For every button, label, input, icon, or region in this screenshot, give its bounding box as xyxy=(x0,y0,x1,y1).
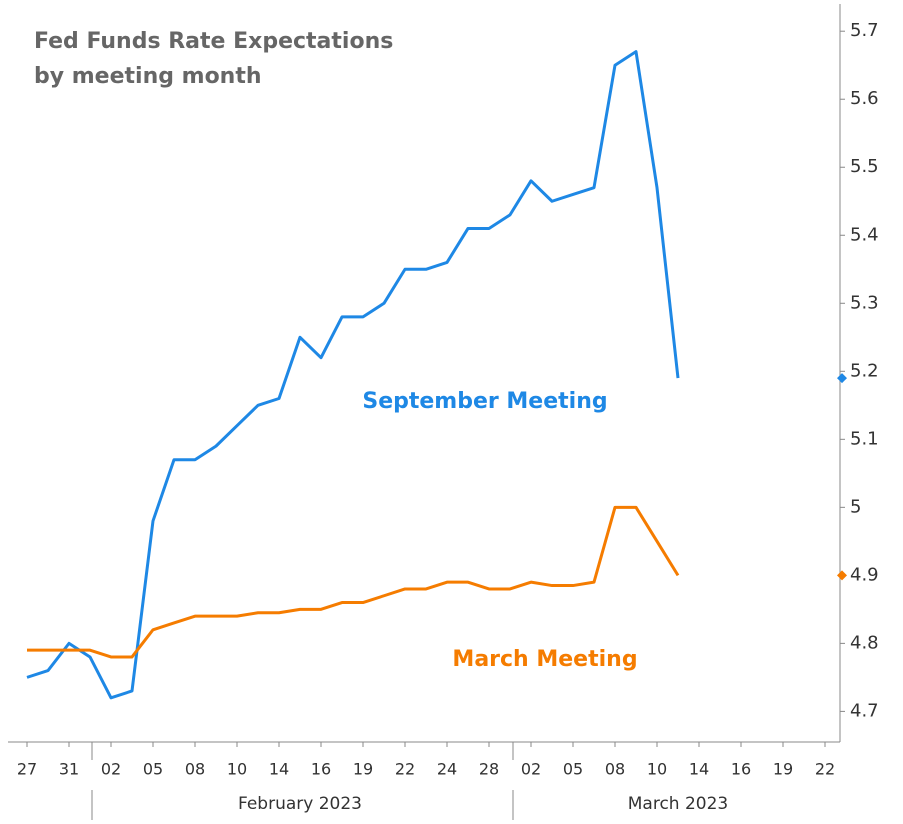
x-tick-label: 05 xyxy=(143,760,163,779)
month-label: February 2023 xyxy=(238,794,362,814)
x-tick-label: 10 xyxy=(227,760,247,779)
y-tick-label: 4.8 xyxy=(850,632,879,653)
x-tick-label: 10 xyxy=(647,760,667,779)
last-value-marker xyxy=(837,373,847,384)
chart-subtitle: by meeting month xyxy=(34,64,262,89)
chart-title: Fed Funds Rate Expectations xyxy=(34,29,393,54)
y-tick-label: 5.7 xyxy=(850,20,879,41)
x-tick-label: 08 xyxy=(185,760,205,779)
annotation: September Meeting xyxy=(362,389,607,414)
y-tick-label: 5.3 xyxy=(850,292,879,313)
x-tick-label: 22 xyxy=(395,760,415,779)
x-tick-label: 24 xyxy=(437,760,457,779)
x-tick-label: 02 xyxy=(521,760,541,779)
x-tick-label: 14 xyxy=(269,760,289,779)
x-tick-label: 22 xyxy=(815,760,835,779)
x-tick-label: 05 xyxy=(563,760,583,779)
y-tick-label: 5 xyxy=(850,496,861,517)
x-tick-label: 28 xyxy=(479,760,499,779)
y-tick-label: 4.7 xyxy=(850,700,879,721)
y-tick-label: 5.4 xyxy=(850,224,879,245)
x-tick-label: 16 xyxy=(311,760,331,779)
series-line xyxy=(26,50,680,700)
x-tick-label: 14 xyxy=(689,760,709,779)
annotation: March Meeting xyxy=(452,647,637,672)
y-tick-label: 5.1 xyxy=(850,428,879,449)
month-label: March 2023 xyxy=(628,794,729,814)
y-tick-label: 5.2 xyxy=(850,360,879,381)
x-tick-label: 31 xyxy=(59,760,79,779)
y-tick-label: 5.6 xyxy=(850,88,879,109)
series-line xyxy=(27,505,680,659)
x-tick-label: 19 xyxy=(773,760,793,779)
x-tick-label: 02 xyxy=(101,760,121,779)
y-tick-label: 5.5 xyxy=(850,156,879,177)
x-tick-label: 16 xyxy=(731,760,751,779)
last-value-marker xyxy=(837,570,847,581)
x-tick-label: 19 xyxy=(353,760,373,779)
x-tick-label: 08 xyxy=(605,760,625,779)
x-tick-label: 27 xyxy=(17,760,37,779)
y-tick-label: 4.9 xyxy=(850,564,879,585)
